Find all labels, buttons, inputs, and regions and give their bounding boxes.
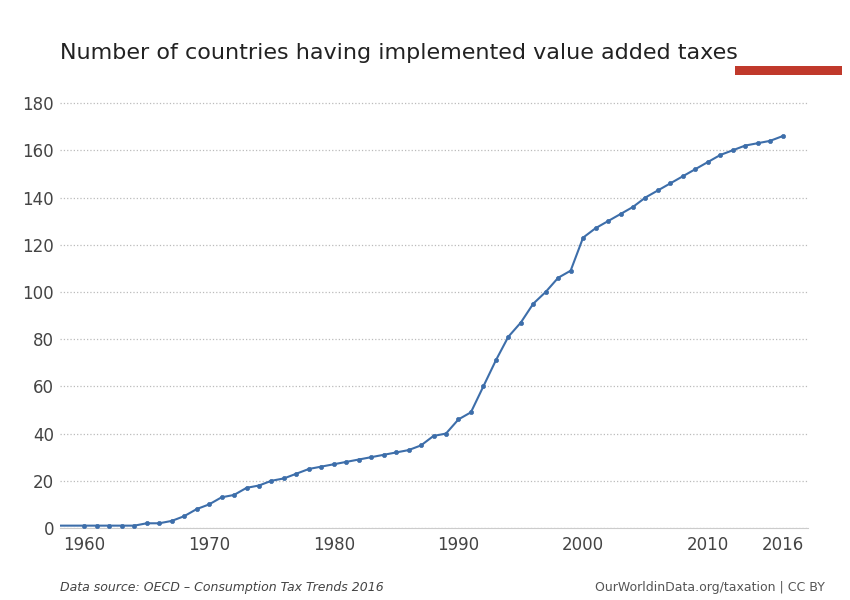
Text: Data source: OECD – Consumption Tax Trends 2016: Data source: OECD – Consumption Tax Tren… — [60, 581, 383, 594]
Text: Our World: Our World — [758, 25, 818, 35]
Text: OurWorldinData.org/taxation | CC BY: OurWorldinData.org/taxation | CC BY — [595, 581, 824, 594]
Text: Number of countries having implemented value added taxes: Number of countries having implemented v… — [60, 43, 737, 63]
Bar — [735, 65, 842, 75]
Text: in Data: in Data — [767, 44, 809, 53]
